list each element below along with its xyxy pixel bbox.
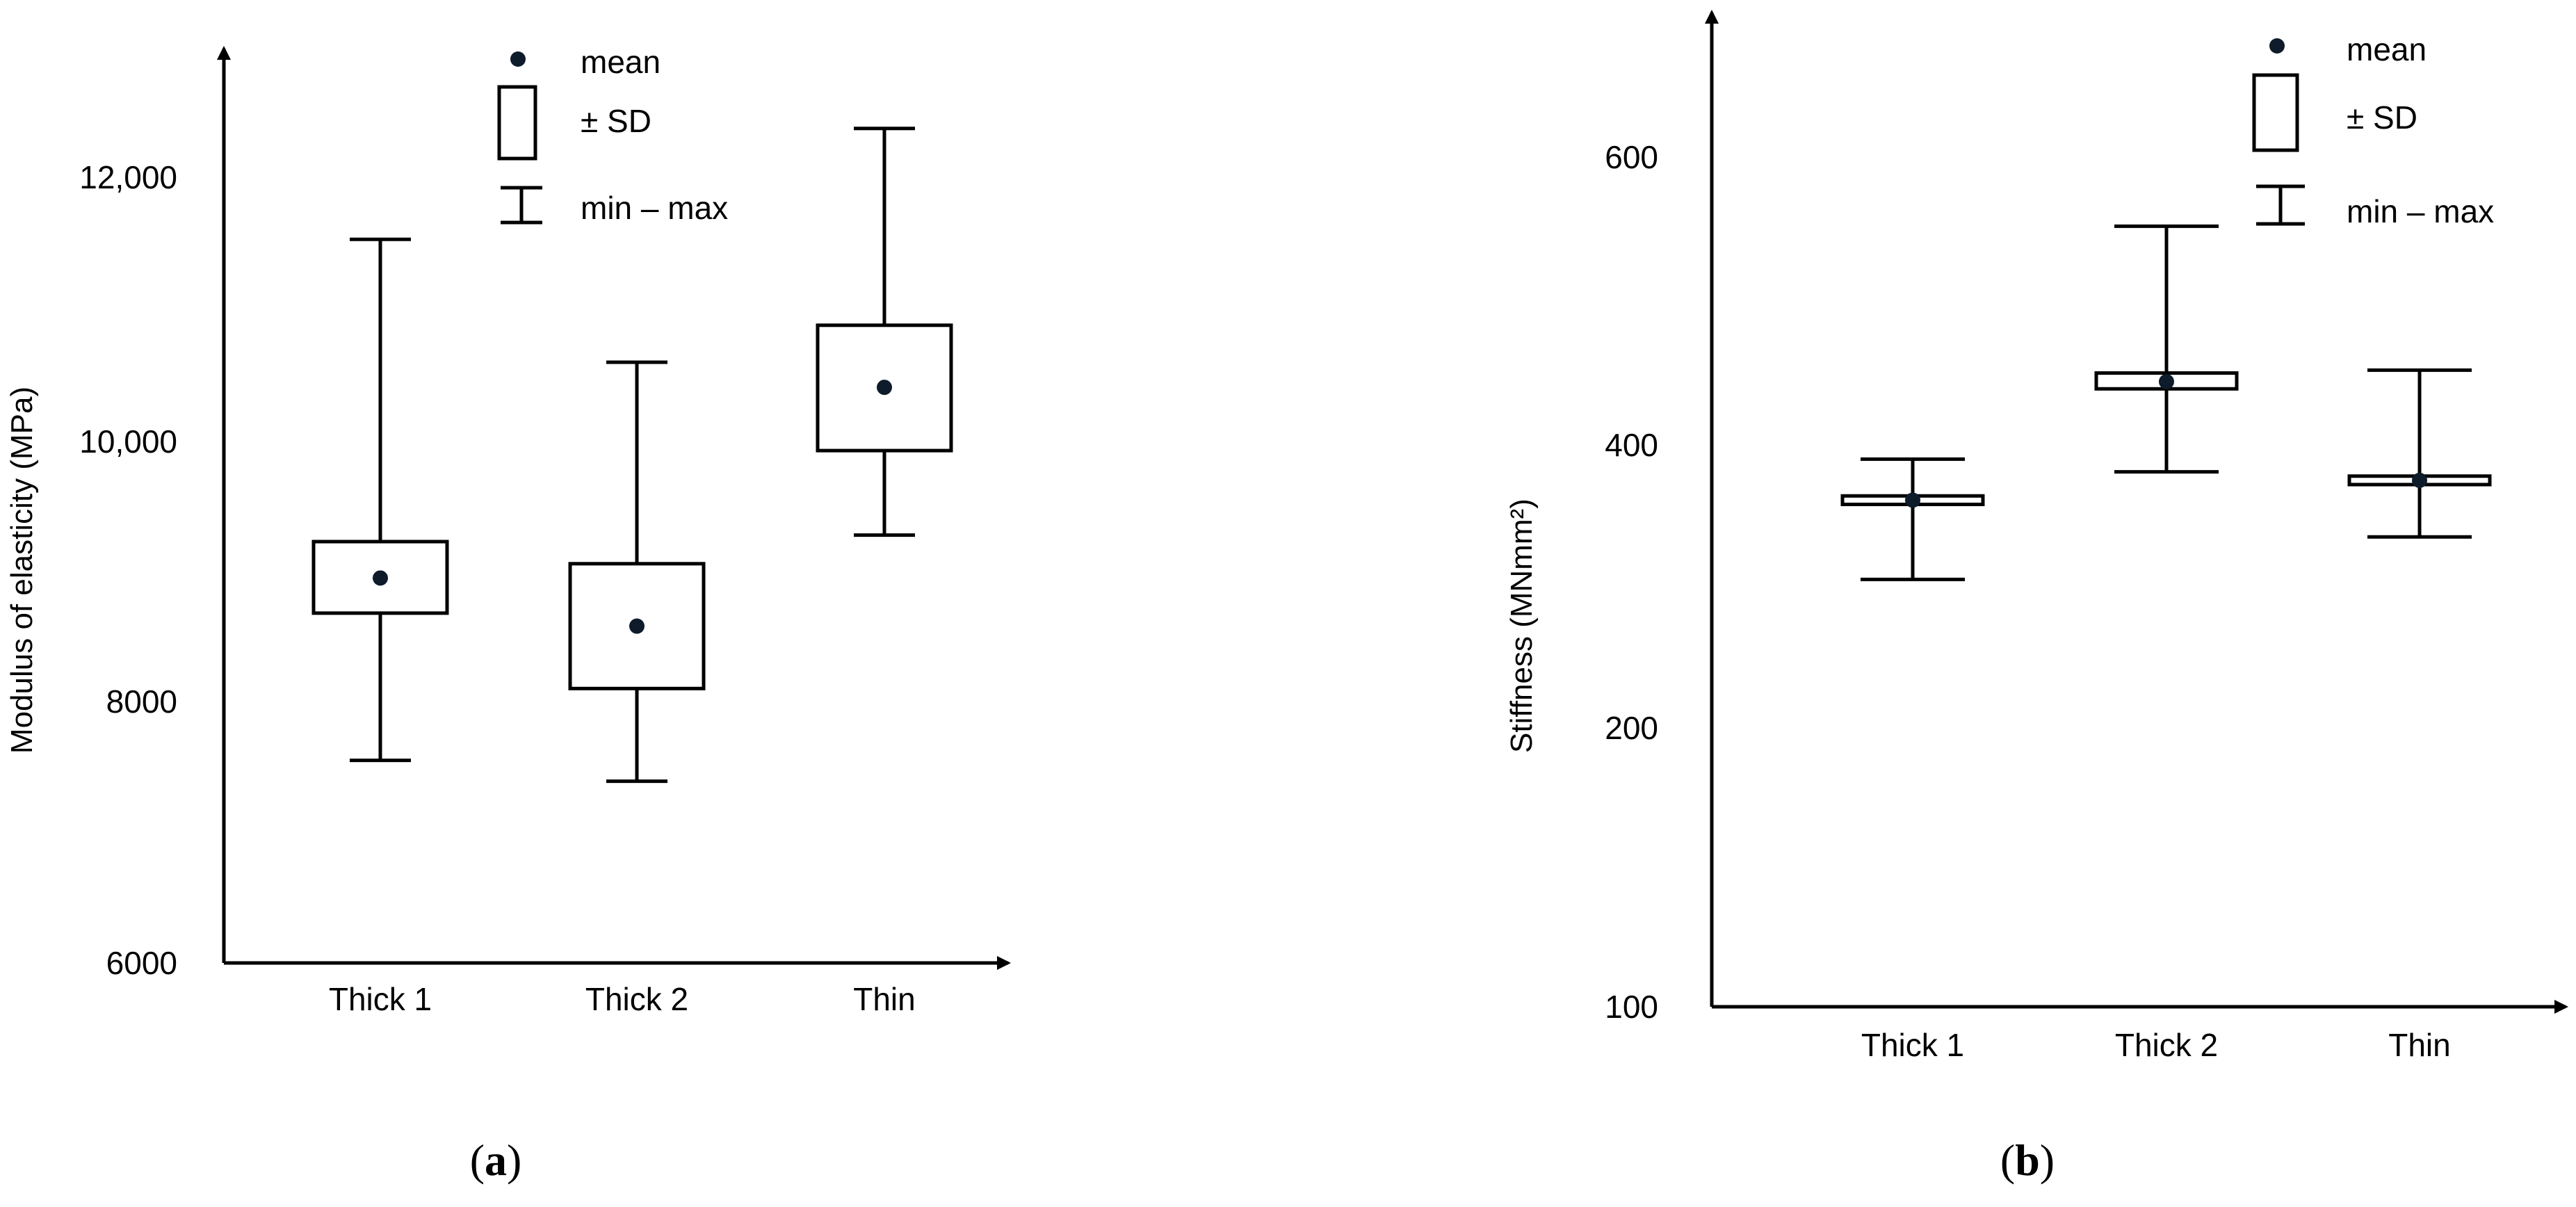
- x-category-label: Thick 2: [585, 981, 688, 1017]
- y-tick-label: 12,000: [79, 159, 177, 195]
- x-category-label: Thin: [853, 981, 915, 1017]
- x-category-label: Thin: [2388, 1027, 2450, 1063]
- legend-mean-label: mean: [2347, 31, 2427, 67]
- y-tick-label: 200: [1605, 710, 1658, 746]
- legend-sd-marker: [497, 85, 537, 161]
- x-category-label: Thick 1: [329, 981, 432, 1017]
- panel-label-b: (b): [2000, 1135, 2055, 1185]
- panel-label-a: (a): [470, 1135, 522, 1185]
- legend-mean-marker: [2269, 38, 2285, 54]
- legend-sd-marker: [2252, 73, 2299, 152]
- y-tick-label: 8000: [106, 683, 177, 720]
- y-tick-label: 10,000: [79, 423, 177, 460]
- y-axis-label: Modulus of elasticity (MPa): [5, 387, 39, 754]
- y-axis-label: Stiffness (MNmm²): [1505, 499, 1539, 753]
- legend-range-label: min – max: [2347, 193, 2494, 229]
- legend-mean-marker: [510, 51, 526, 67]
- y-tick-label: 100: [1605, 989, 1658, 1025]
- x-category-label: Thick 2: [2115, 1027, 2218, 1063]
- legend-range-label: min – max: [581, 190, 728, 226]
- mean-point: [1905, 492, 1920, 508]
- y-tick-label: 400: [1605, 427, 1658, 463]
- mean-point: [629, 618, 645, 634]
- y-tick-label: 6000: [106, 945, 177, 981]
- legend-mean-label: mean: [581, 44, 661, 80]
- legend-sd-label: ± SD: [581, 103, 651, 139]
- x-category-label: Thick 1: [1861, 1027, 1964, 1063]
- y-tick-label: 600: [1605, 139, 1658, 175]
- chart-panel-a: 6000 8000 10,000 12,000 Modulus of elasticit…: [5, 44, 1011, 1017]
- mean-point: [2412, 472, 2427, 488]
- mean-point: [877, 380, 892, 396]
- legend-sd-label: ± SD: [2347, 99, 2417, 136]
- mean-point: [2159, 373, 2174, 389]
- chart-panel-b: 100 200 400 600 Stiffness (MNmm²) Thick 1 Thic…: [1505, 10, 2568, 1063]
- mean-point: [373, 570, 388, 586]
